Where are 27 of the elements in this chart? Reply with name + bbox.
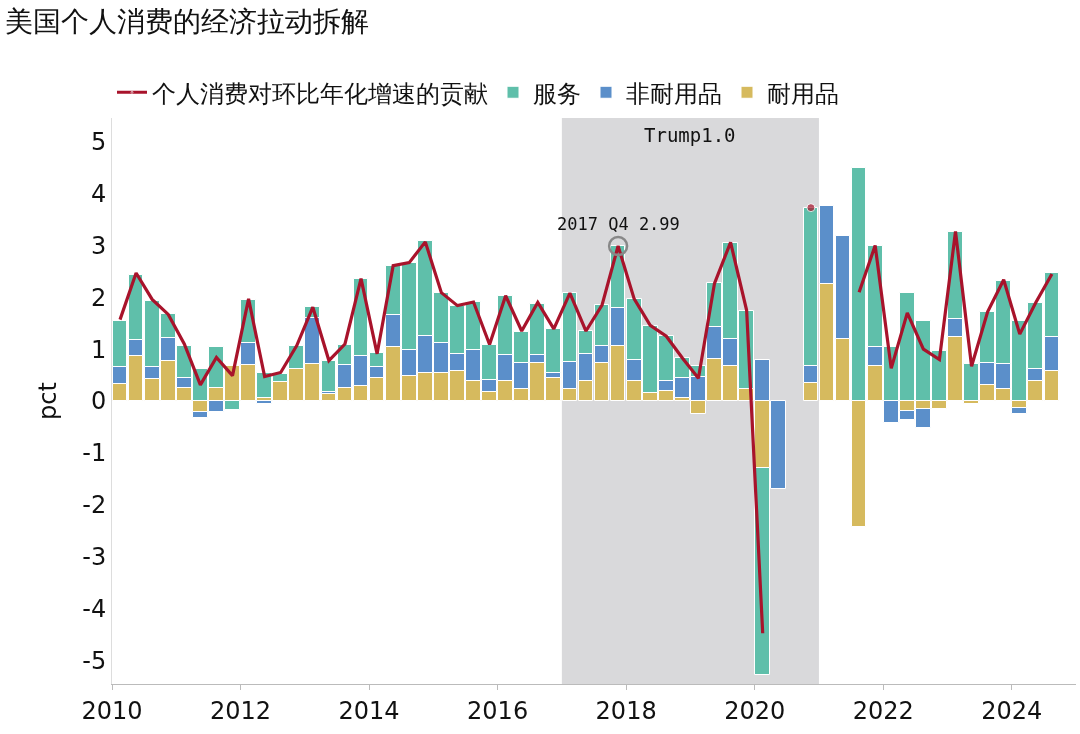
chart-title: 美国个人消费的经济拉动拆解 [5, 4, 370, 38]
x-tick-label: 2022 [852, 696, 914, 725]
y-tick-label: -3 [82, 542, 107, 571]
band-label: Trump1.0 [644, 124, 736, 146]
x-tick-label: 2010 [81, 696, 143, 725]
y-tick-label: 1 [90, 335, 107, 364]
annotation: 2017 Q4 2.99 [557, 214, 680, 234]
x-tick-label: 2024 [981, 696, 1043, 725]
y-tick-label: -2 [82, 491, 107, 520]
x-tick-label: 2012 [209, 696, 272, 725]
y-tick-label: 0 [90, 387, 107, 416]
y-tick-label: 3 [90, 231, 107, 260]
y-tick-label: -4 [82, 594, 107, 623]
legend-label: 个人消费对环比年化增速的贡献 [152, 79, 488, 108]
x-tick-label: 2014 [338, 696, 400, 725]
legend-label: 服务 [533, 79, 581, 108]
y-tick-label: 5 [90, 128, 107, 157]
x-tick-label: 2018 [595, 696, 657, 725]
y-tick-label: -1 [82, 439, 107, 468]
y-axis-title: pct [34, 382, 63, 420]
x-tick-label: 2016 [467, 696, 529, 725]
x-tick-label: 2020 [724, 696, 786, 725]
y-tick-label: 4 [90, 180, 107, 209]
y-tick-label: -5 [82, 646, 107, 675]
legend-label: 耐用品 [767, 79, 839, 108]
legend-label: 非耐用品 [626, 79, 722, 108]
y-tick-label: 2 [90, 283, 107, 312]
